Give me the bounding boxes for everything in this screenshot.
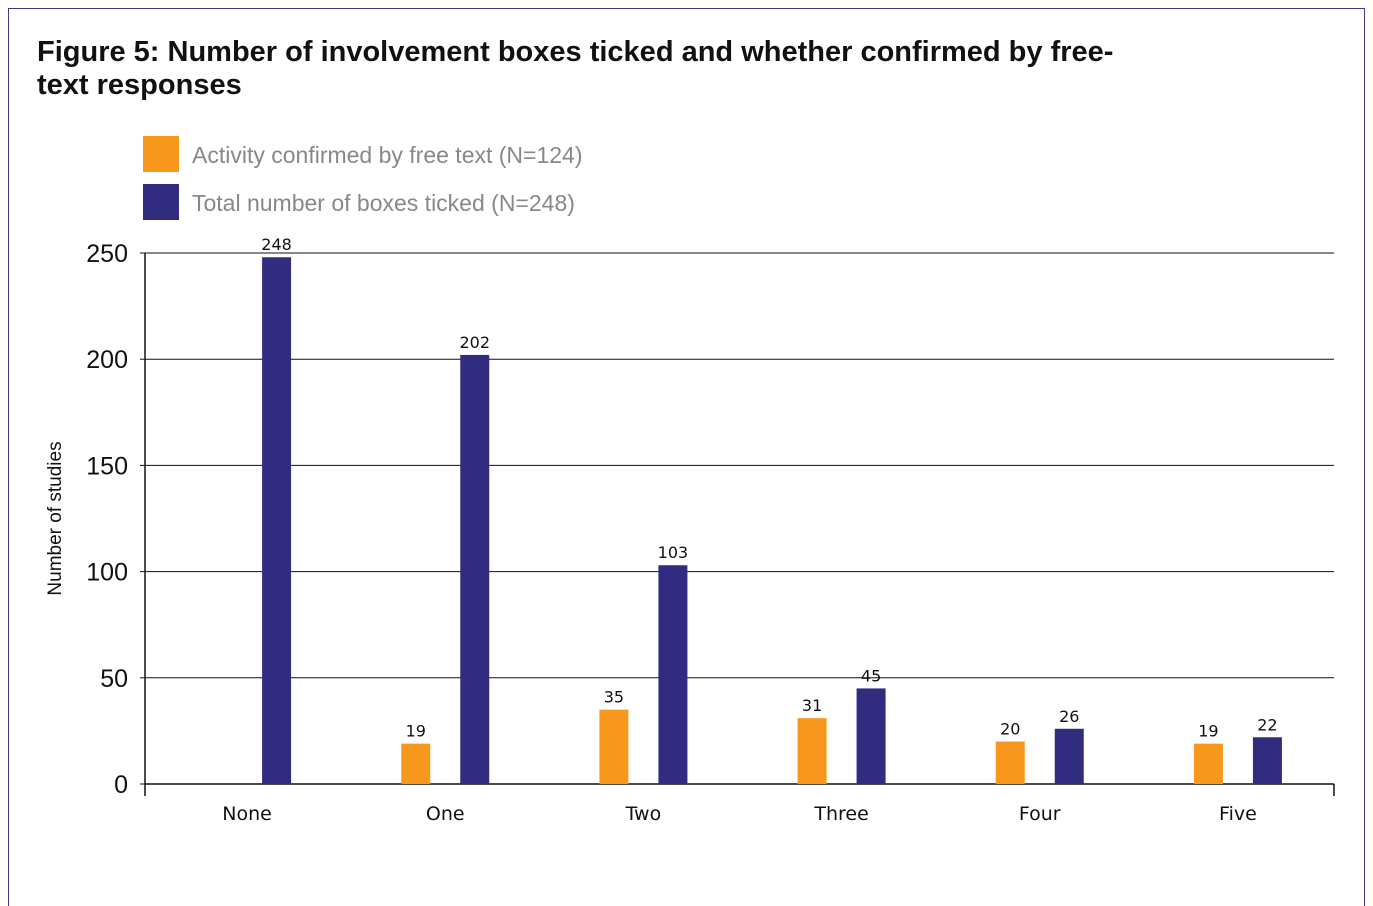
data-label: 45 [861,666,881,685]
y-axis-label: Number of studies [45,441,66,595]
chart-title: Figure 5: Number of involvement boxes ti… [37,36,1114,101]
legend-label-confirmed: Activity confirmed by free text (N=124) [192,142,583,168]
y-tick-label: 200 [86,346,128,374]
category-label: Three [813,803,868,825]
bar-confirmed [401,743,431,784]
data-label: 31 [802,696,822,715]
category-label: None [222,803,272,825]
bar-total [658,565,688,784]
bar-confirmed [599,709,629,784]
category-label: Four [1019,803,1061,825]
y-tick-label: 100 [86,559,128,587]
legend-item-confirmed: Activity confirmed by free text (N=124) [143,136,743,172]
legend-label-total: Total number of boxes ticked (N=248) [192,190,575,216]
y-tick-label: 50 [100,665,128,693]
bar-total [1054,728,1084,784]
bar-total [262,257,292,784]
data-label: 22 [1257,715,1277,734]
data-label: 103 [658,543,689,562]
category-label: One [426,803,465,825]
bar-total [1252,737,1282,784]
legend-swatch-total [143,184,179,220]
category-label: Two [625,803,662,825]
data-label: 19 [1198,722,1218,741]
y-tick-label: 150 [86,452,128,480]
data-label: 26 [1059,707,1079,726]
y-tick-label: 0 [114,771,128,799]
y-tick-label: 250 [86,240,128,268]
category-label: Five [1219,803,1257,825]
bar-total [856,688,886,784]
data-label: 19 [406,722,426,741]
data-label: 202 [459,333,490,352]
bar-confirmed [1193,743,1223,784]
bar-confirmed [995,741,1025,784]
bar-total [460,354,490,784]
bar-confirmed [797,718,827,784]
data-label: 20 [1000,720,1020,739]
legend-swatch-confirmed [143,136,179,172]
data-label: 248 [261,235,292,254]
legend-item-total: Total number of boxes ticked (N=248) [143,184,743,220]
data-label: 35 [604,688,624,707]
